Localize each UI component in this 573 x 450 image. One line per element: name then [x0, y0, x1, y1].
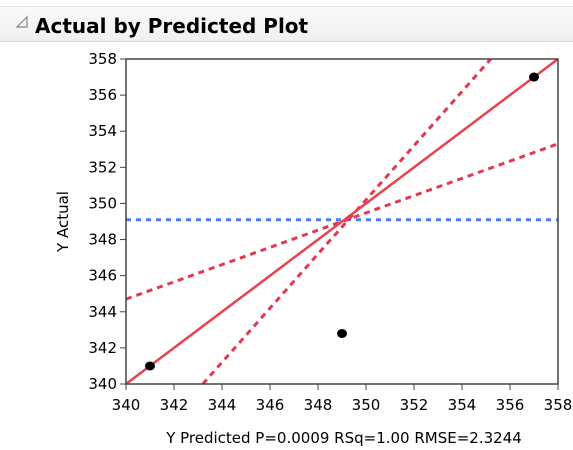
y-axis: 340 342 344 346 348 350 352 354 356 358 — [88, 50, 126, 393]
y-tick-label: 340 — [88, 375, 117, 393]
x-axis: 340 342 344 346 348 350 352 354 356 358 — [112, 384, 573, 414]
y-tick-label: 348 — [88, 231, 117, 249]
y-tick-label: 356 — [88, 86, 117, 104]
x-tick-label: 340 — [112, 396, 141, 414]
y-tick-label: 352 — [88, 158, 117, 176]
x-tick-label: 350 — [352, 396, 381, 414]
y-tick-label: 358 — [88, 50, 117, 68]
y-tick-label: 350 — [88, 194, 117, 212]
y-tick-label: 346 — [88, 267, 117, 285]
y-tick-label: 354 — [88, 122, 117, 140]
x-tick-label: 356 — [496, 396, 525, 414]
y-tick-label: 344 — [88, 303, 117, 321]
x-tick-label: 358 — [544, 396, 573, 414]
data-point[interactable] — [529, 73, 539, 82]
data-point[interactable] — [337, 329, 347, 338]
y-tick-label: 342 — [88, 339, 117, 357]
x-tick-label: 346 — [256, 396, 285, 414]
y-axis-label: Y Actual — [54, 191, 72, 253]
x-tick-label: 344 — [208, 396, 237, 414]
data-point[interactable] — [145, 361, 155, 370]
x-tick-label: 354 — [448, 396, 477, 414]
x-tick-label: 352 — [400, 396, 429, 414]
x-axis-label: Y Predicted P=0.0009 RSq=1.00 RMSE=2.324… — [165, 429, 522, 447]
x-tick-label: 342 — [160, 396, 189, 414]
x-tick-label: 348 — [304, 396, 333, 414]
